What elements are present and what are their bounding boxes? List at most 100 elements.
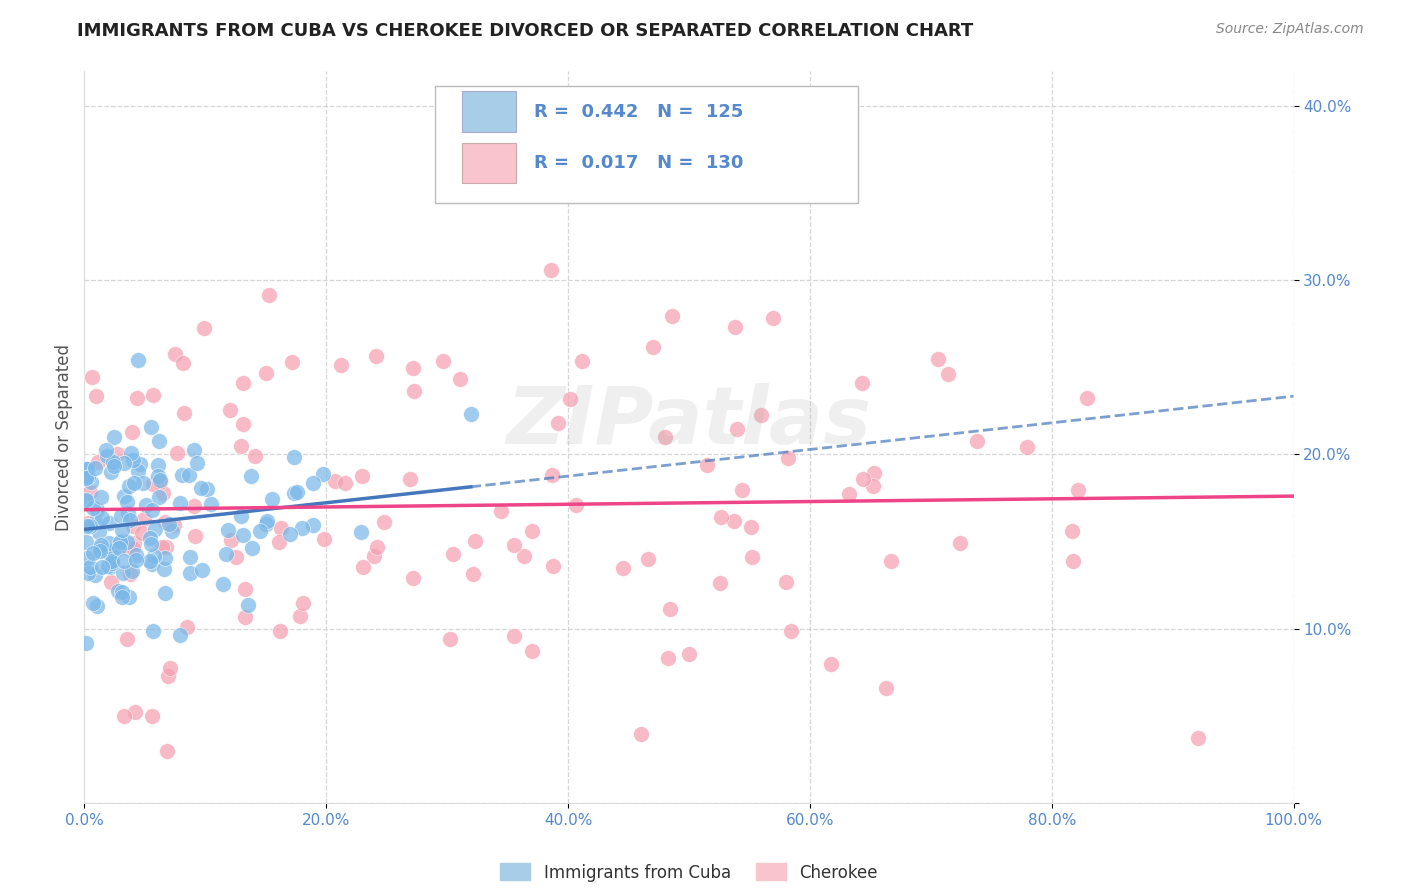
Point [163,517,186,532]
Point [128,457,150,471]
Point [214,547,236,561]
Point [330,358,353,372]
Point [851,376,873,390]
Point [121,564,143,578]
Point [333,476,356,491]
Point [146,469,169,483]
Point [269,535,291,549]
Point [236,598,259,612]
Point [112,489,135,503]
Point [179,549,201,564]
Point [90,559,112,574]
Point [83,568,105,582]
Point [141,558,163,572]
Point [183,499,205,513]
Point [432,353,454,368]
Point [350,525,373,540]
Point [156,743,179,757]
Point [200,497,222,511]
Point [775,574,797,589]
Point [256,514,278,528]
Point [280,526,302,541]
Point [489,504,512,518]
Point [87,524,110,539]
Point [186,456,208,470]
Point [100,554,122,568]
Text: IMMIGRANTS FROM CUBA VS CHEROKEE DIVORCED OR SEPARATED CORRELATION CHART: IMMIGRANTS FROM CUBA VS CHEROKEE DIVORCE… [77,22,973,40]
Point [124,548,146,562]
Point [179,468,201,483]
Point [179,566,201,580]
Point [135,498,157,512]
Text: Source: ZipAtlas.com: Source: ZipAtlas.com [1216,22,1364,37]
Point [86,502,108,516]
Point [77,470,100,484]
Point [101,543,124,558]
Point [402,361,425,376]
Point [108,535,131,549]
Point [141,419,163,434]
Point [142,624,165,639]
Point [540,263,562,277]
Point [101,556,124,570]
Point [862,479,884,493]
Point [90,491,112,505]
Point [143,549,166,563]
Point [79,559,101,574]
Point [149,475,172,489]
Point [571,353,593,368]
Point [111,534,134,549]
Point [157,516,180,531]
Point [232,417,254,432]
Point [270,521,292,535]
Point [301,517,323,532]
Point [449,372,471,386]
Point [366,349,388,363]
Point [122,536,145,550]
Point [678,648,700,662]
Point [111,590,134,604]
Point [172,468,194,483]
Point [107,583,129,598]
Point [107,541,129,555]
Point [142,477,165,491]
Legend: Immigrants from Cuba, Cherokee: Immigrants from Cuba, Cherokee [492,855,886,890]
Point [402,571,425,585]
Point [111,584,134,599]
Point [103,430,125,444]
Point [312,467,335,481]
Point [503,538,526,552]
Point [97,559,120,574]
Point [75,494,97,508]
Point [637,552,659,566]
Point [148,490,170,504]
Point [366,540,388,554]
Point [152,486,174,500]
Point [184,529,207,543]
Point [1067,483,1090,497]
Point [75,492,97,507]
Point [131,525,153,540]
Point [191,563,214,577]
Point [249,524,271,538]
Point [110,509,132,524]
Point [927,351,949,366]
Point [558,392,581,406]
Point [257,287,280,301]
Point [103,458,125,473]
Point [936,367,959,381]
FancyBboxPatch shape [461,92,516,132]
Point [91,510,114,524]
Point [90,538,112,552]
Point [153,550,176,565]
Point [82,546,104,560]
Y-axis label: Divorced or Separated: Divorced or Separated [55,343,73,531]
Point [101,455,124,469]
Point [291,521,314,535]
Point [84,460,107,475]
Point [84,389,107,403]
Point [696,458,718,472]
Point [134,511,156,525]
Point [148,434,170,448]
Point [117,541,139,556]
